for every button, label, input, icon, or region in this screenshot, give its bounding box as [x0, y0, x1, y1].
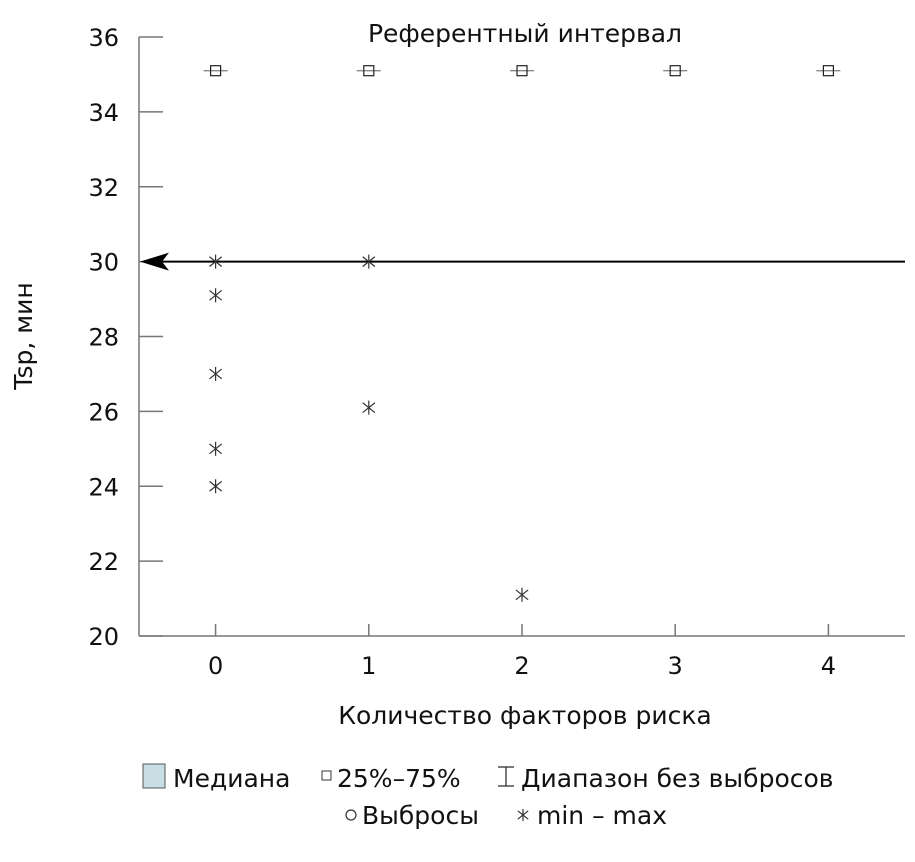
legend-outliers-label: Выбросы — [362, 801, 479, 830]
legend-iqr-square-icon — [321, 770, 332, 781]
asterisk-stroke — [362, 402, 376, 413]
y-tick-label: 30 — [88, 249, 119, 277]
legend: Медиана 25%–75% Диапазон без выбросов Вы… — [142, 763, 834, 830]
asterisk-stroke — [517, 810, 529, 820]
minmax-asterisk — [209, 366, 223, 381]
y-tick-label: 20 — [88, 623, 119, 651]
x-tick-label: 1 — [361, 652, 376, 680]
minmax-asterisk — [362, 400, 376, 415]
y-axis-label: Tsp, мин — [9, 282, 38, 390]
reference-arrowhead — [140, 252, 169, 271]
asterisk-stroke — [515, 589, 529, 601]
x-tick-label: 3 — [668, 652, 683, 680]
iqr-square — [210, 65, 222, 77]
legend-minmax-label: min – max — [537, 801, 667, 830]
y-tick-label: 22 — [88, 548, 119, 576]
x-tick-label: 0 — [208, 652, 223, 680]
legend-iqr-label: 25%–75% — [337, 764, 461, 793]
legend-asterisk-icon — [517, 809, 529, 821]
y-tick-label: 32 — [88, 174, 119, 202]
x-axis-label: Количество факторов риска — [338, 701, 712, 730]
legend-range-label: Диапазон без выбросов — [521, 764, 834, 793]
x-tick-label: 2 — [514, 652, 529, 680]
legend-median-swatch — [142, 763, 166, 789]
y-tick-label: 26 — [88, 398, 119, 426]
legend-median-label: Медиана — [173, 764, 290, 793]
asterisk-stroke — [362, 256, 376, 267]
y-tick-label: 36 — [88, 24, 119, 52]
iqr-marker — [663, 65, 688, 77]
minmax-asterisk — [515, 587, 529, 602]
minmax-asterisk — [362, 254, 376, 269]
legend-asterisk-shape — [517, 809, 529, 821]
iqr-square — [669, 65, 681, 77]
asterisk-stroke — [209, 289, 223, 301]
y-tick-label: 24 — [88, 473, 119, 501]
iqr-marker — [203, 65, 228, 77]
asterisk-stroke — [209, 256, 223, 267]
asterisk-stroke — [209, 368, 223, 380]
y-tick-label: 28 — [88, 324, 119, 352]
iqr-square — [516, 65, 528, 77]
minmax-asterisk — [209, 479, 223, 494]
legend-whisker-icon — [498, 766, 514, 787]
marks — [140, 65, 905, 602]
minmax-asterisk — [209, 441, 223, 456]
y-tick-label: 34 — [88, 99, 119, 127]
minmax-asterisk — [209, 254, 223, 269]
iqr-marker — [510, 65, 534, 77]
iqr-square — [363, 65, 375, 77]
x-tick-label: 4 — [821, 652, 836, 680]
iqr-marker — [356, 65, 381, 77]
asterisk-stroke — [209, 443, 223, 455]
iqr-square — [822, 65, 835, 77]
reference-interval-annotation: Референтный интервал — [368, 19, 682, 48]
legend-outlier-circle-icon — [345, 809, 357, 821]
iqr-marker — [816, 65, 841, 77]
minmax-asterisk — [209, 288, 223, 303]
asterisk-stroke — [209, 480, 223, 492]
